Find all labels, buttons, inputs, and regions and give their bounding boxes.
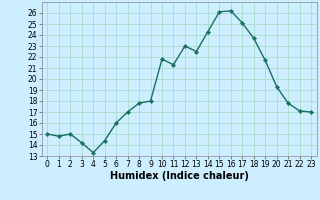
X-axis label: Humidex (Indice chaleur): Humidex (Indice chaleur) — [110, 171, 249, 181]
